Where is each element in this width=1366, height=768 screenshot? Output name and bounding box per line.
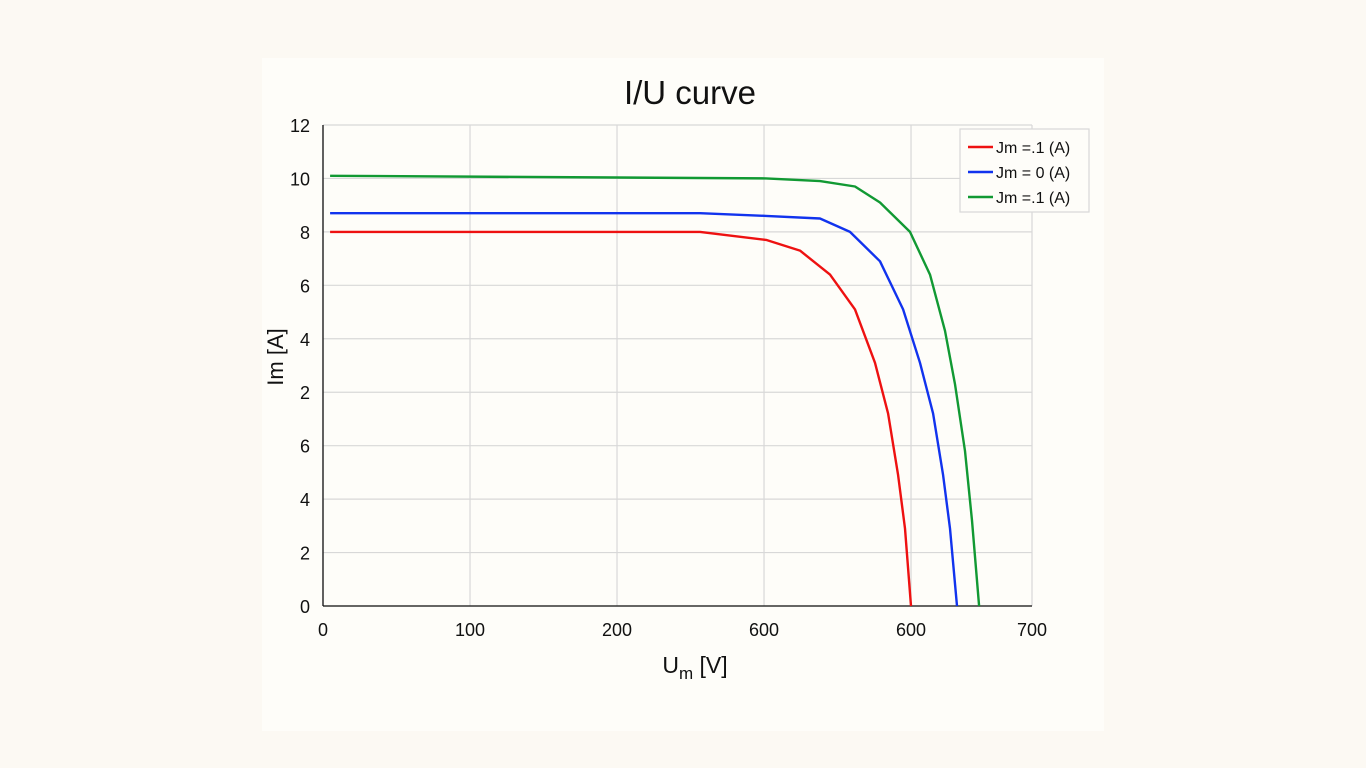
x-axis-label-unit: [V] — [693, 652, 728, 678]
y-tick-label: 2 — [300, 544, 310, 564]
y-tick-label: 4 — [300, 490, 310, 510]
series-line-0 — [330, 230, 913, 607]
y-tick-label: 4 — [300, 330, 310, 350]
series-line-2 — [330, 174, 981, 607]
x-axis-label-sub: m — [679, 664, 693, 683]
y-tick-label: 10 — [290, 169, 310, 189]
legend-label-0: Jm =.1 (A) — [996, 140, 1070, 157]
y-tick-label: 12 — [290, 116, 310, 136]
y-tick-label: 0 — [300, 597, 310, 617]
x-axis-label-main: U — [662, 652, 679, 678]
x-tick-label: 200 — [602, 620, 632, 640]
x-tick-label: 700 — [1017, 620, 1047, 640]
legend-label-1: Jm = 0 (A) — [996, 165, 1070, 182]
y-tick-label: 6 — [300, 437, 310, 457]
x-tick-label: 600 — [896, 620, 926, 640]
x-tick-label: 600 — [749, 620, 779, 640]
x-axis-label: Um [V] — [662, 652, 727, 683]
y-tick-label: 2 — [300, 383, 310, 403]
y-tick-label: 8 — [300, 223, 310, 243]
y-tick-label: 6 — [300, 276, 310, 296]
chart-title: I/U curve — [624, 74, 756, 111]
x-tick-label: 100 — [455, 620, 485, 640]
series-line-1 — [330, 212, 959, 607]
legend-label-2: Jm =.1 (A) — [996, 190, 1070, 207]
x-tick-label: 0 — [318, 620, 328, 640]
y-axis-label: Im [A] — [263, 328, 288, 385]
